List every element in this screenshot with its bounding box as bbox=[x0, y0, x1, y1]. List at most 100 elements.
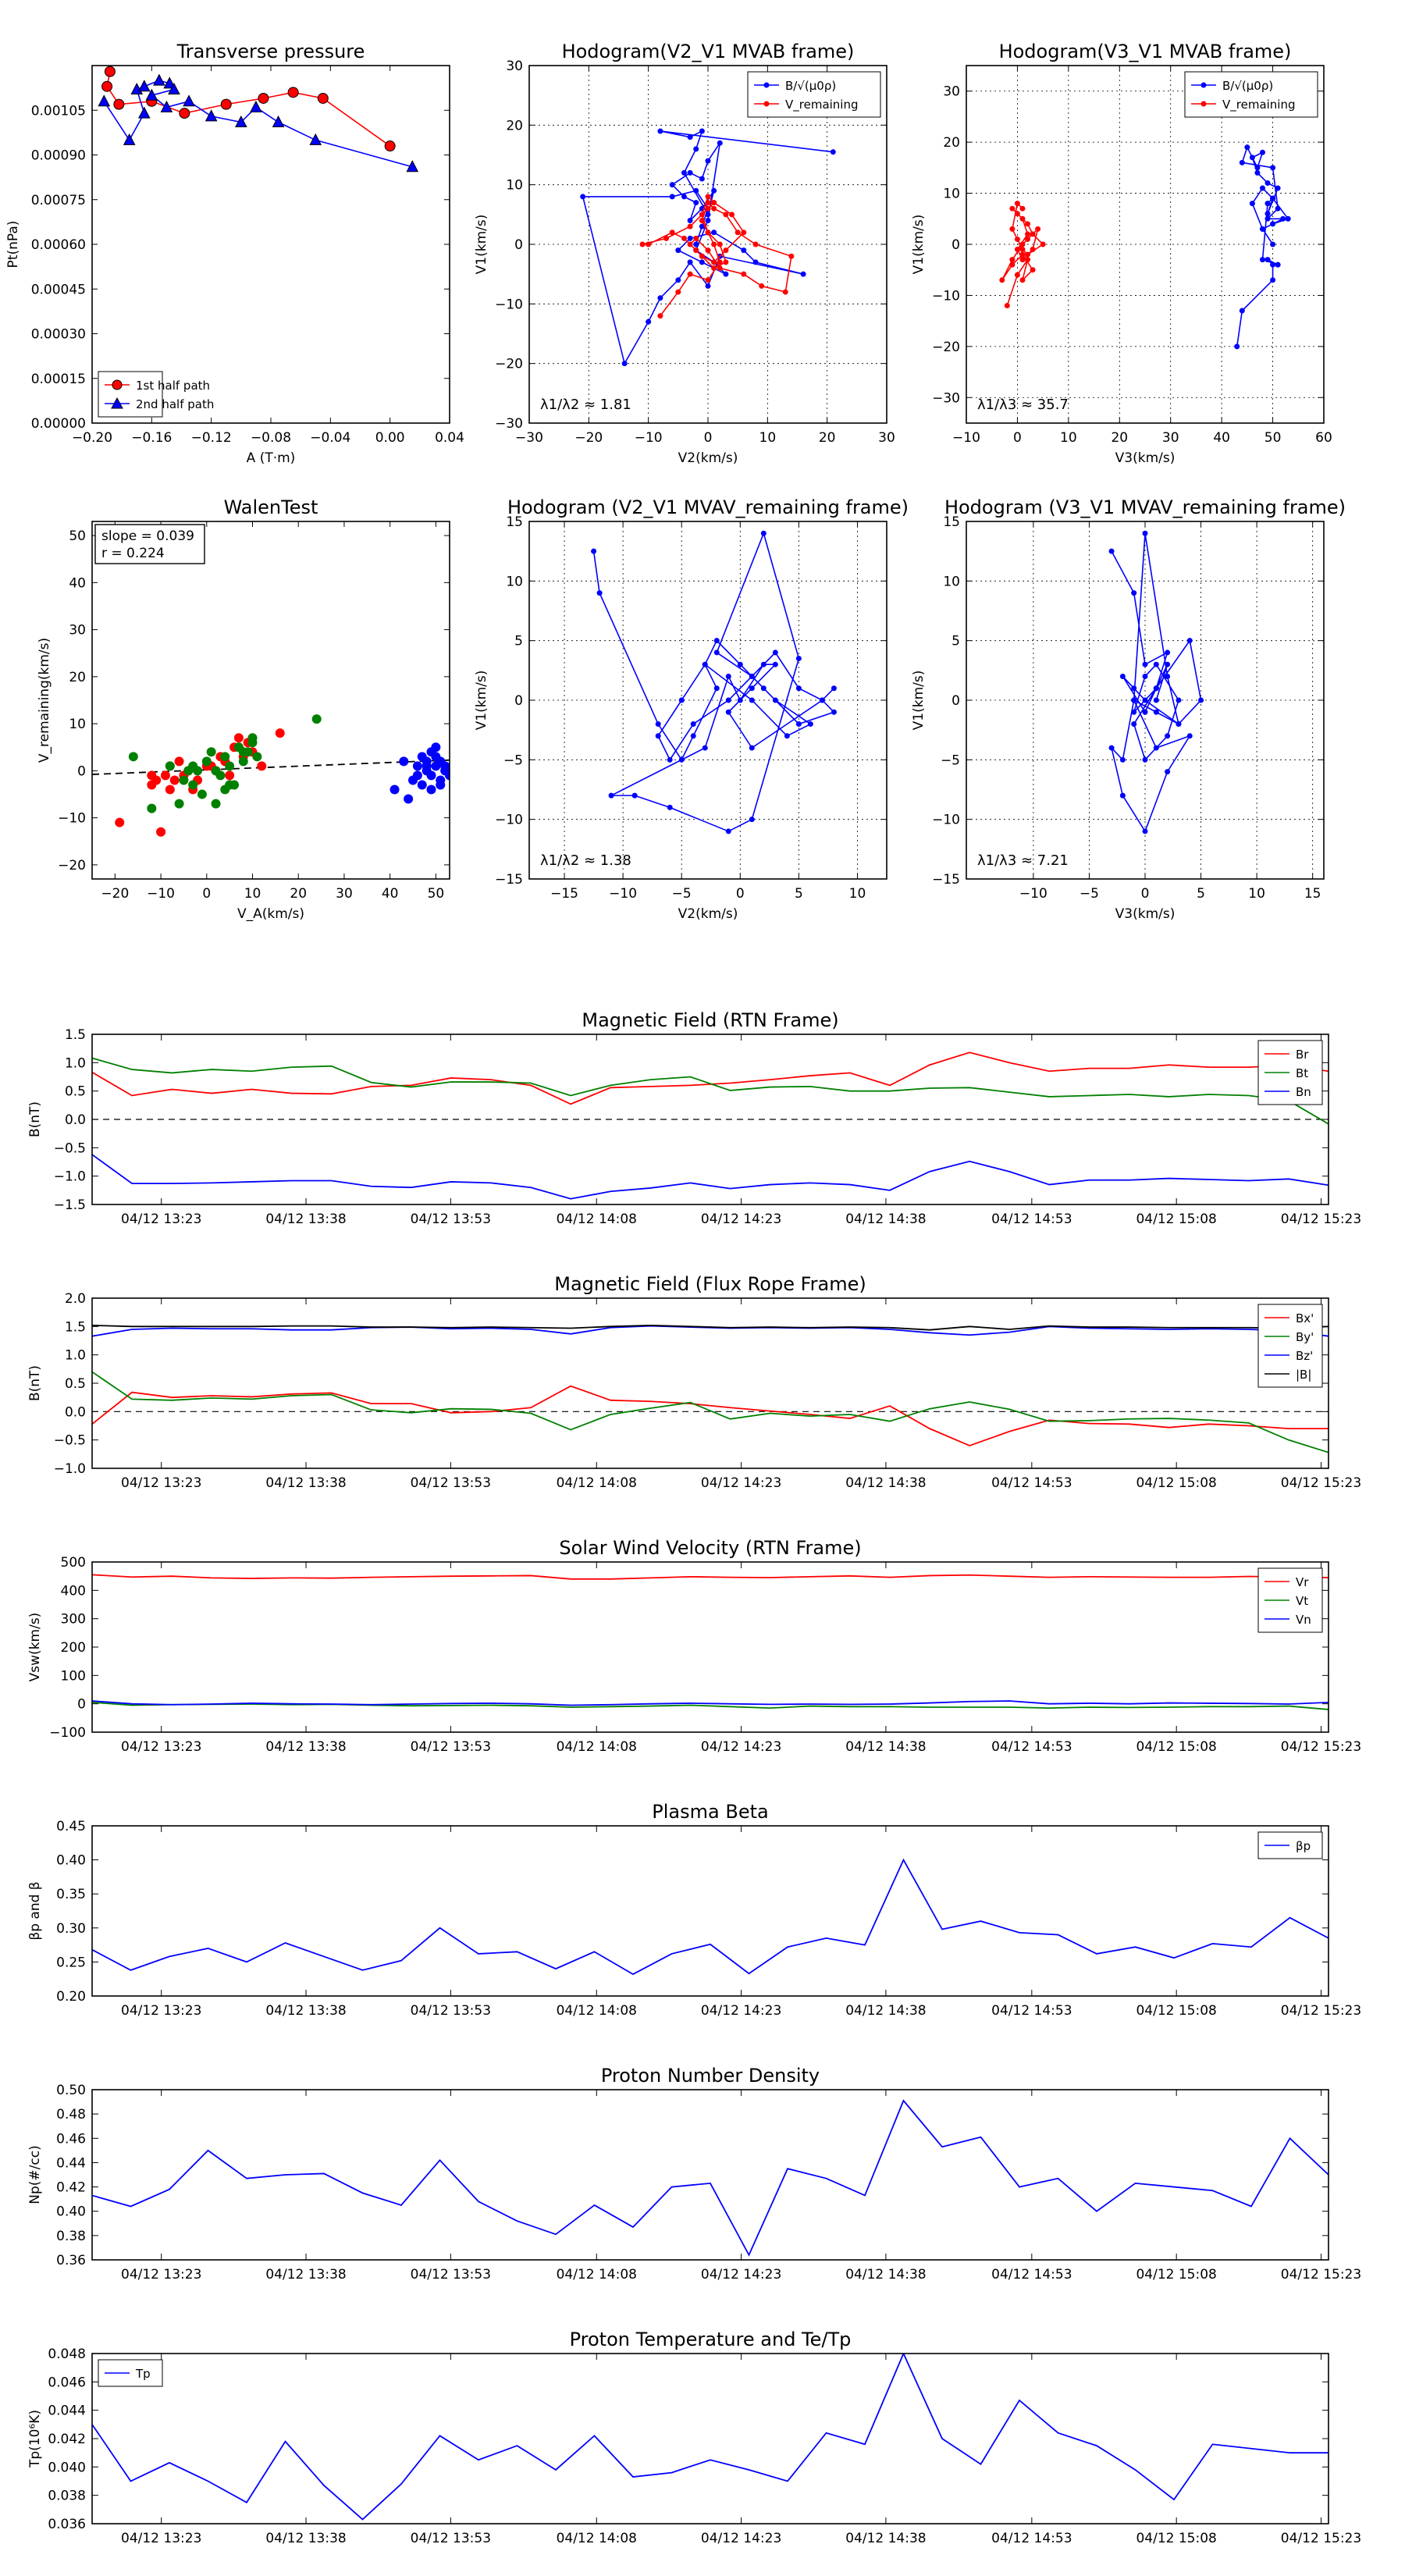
series-line bbox=[1110, 533, 1202, 833]
legend-label: Vr bbox=[1296, 1575, 1309, 1589]
x-tick-label: 04/12 14:08 bbox=[557, 2531, 637, 2546]
series-line-vr bbox=[92, 1574, 1329, 1580]
data-point bbox=[655, 721, 661, 728]
data-point bbox=[1275, 185, 1281, 191]
series-line-tp bbox=[92, 2354, 1329, 2521]
series-line-bn bbox=[92, 1154, 1329, 1200]
data-point bbox=[681, 169, 687, 176]
data-point bbox=[1153, 685, 1159, 692]
data-point bbox=[1009, 257, 1016, 263]
data-point bbox=[225, 761, 235, 771]
legend-marker bbox=[1200, 82, 1207, 88]
legend-box bbox=[98, 371, 163, 418]
data-point bbox=[657, 313, 663, 319]
y-tick-label: 0.40 bbox=[56, 1853, 86, 1869]
data-point bbox=[723, 212, 729, 218]
data-point bbox=[1165, 673, 1171, 679]
data-point bbox=[1019, 205, 1026, 212]
data-point bbox=[1030, 231, 1036, 237]
data-point bbox=[705, 229, 711, 236]
data-point bbox=[287, 87, 299, 98]
y-tick-label: −10 bbox=[932, 288, 960, 304]
legend-label: V_remaining bbox=[1222, 98, 1296, 112]
data-point bbox=[1165, 661, 1171, 667]
y-tick-label: −10 bbox=[495, 297, 523, 312]
y-tick-label: 0.046 bbox=[48, 2375, 86, 2390]
legend-label: |B| bbox=[1296, 1368, 1311, 1382]
y-tick-label: 30 bbox=[943, 84, 960, 100]
data-point bbox=[693, 200, 699, 206]
x-tick-label: 04/12 15:08 bbox=[1136, 1212, 1216, 1227]
y-tick-label: 0 bbox=[951, 693, 960, 709]
series-line-by- bbox=[92, 1371, 1329, 1453]
y-tick-label: 0.45 bbox=[56, 1819, 86, 1834]
data-point bbox=[711, 205, 717, 212]
data-point bbox=[384, 141, 396, 152]
data-point bbox=[687, 223, 693, 229]
series-0 bbox=[1108, 530, 1204, 834]
plot-area bbox=[92, 1574, 1329, 1710]
y-tick-label: −1.0 bbox=[54, 1461, 86, 1477]
y-tick-label: 0.48 bbox=[56, 2107, 86, 2122]
r-text: r = 0.224 bbox=[101, 546, 165, 561]
data-point bbox=[723, 259, 729, 265]
data-point bbox=[412, 761, 422, 771]
x-tick-label: 04/12 14:53 bbox=[991, 2531, 1072, 2546]
y-axis-label: Pt(nPa) bbox=[5, 221, 21, 269]
chart-title: Hodogram(V3_V1 MVAB frame) bbox=[999, 41, 1292, 62]
data-point bbox=[147, 770, 157, 781]
data-point bbox=[788, 253, 795, 259]
data-point bbox=[735, 229, 741, 236]
x-tick-label: 04/12 14:53 bbox=[991, 1739, 1072, 1755]
panel-tp: 04/12 13:23 04/12 13:38 04/12 13:53 04/12 1… bbox=[27, 2329, 1361, 2546]
data-point bbox=[681, 235, 687, 241]
data-point bbox=[1014, 211, 1020, 217]
x-tick-label: 04/12 14:38 bbox=[845, 1475, 926, 1491]
legend-label: V_remaining bbox=[785, 98, 859, 112]
data-point bbox=[687, 271, 693, 277]
data-point bbox=[657, 128, 663, 134]
data-point bbox=[639, 241, 646, 247]
x-tick-label: 04/12 13:23 bbox=[121, 1212, 201, 1227]
plot-area bbox=[591, 530, 837, 834]
y-tick-label: 0 bbox=[77, 1697, 86, 1713]
data-point bbox=[1275, 205, 1281, 212]
x-tick-label: 04/12 14:53 bbox=[991, 1475, 1072, 1491]
series-line bbox=[1236, 145, 1289, 347]
data-point bbox=[687, 241, 693, 247]
x-axis-label: V_A(km/s) bbox=[237, 906, 304, 922]
data-point bbox=[1270, 262, 1276, 268]
panel-mag_rtn: 04/12 13:23 04/12 13:38 04/12 13:53 04/12 1… bbox=[27, 1009, 1361, 1227]
x-tick-label: 0 bbox=[1141, 886, 1150, 902]
y-tick-label: −20 bbox=[495, 357, 523, 372]
data-point bbox=[1119, 673, 1126, 679]
x-tick-label: 0 bbox=[704, 430, 713, 446]
legend: Vr Vt Vn bbox=[1257, 1567, 1323, 1633]
data-point bbox=[1186, 638, 1193, 644]
x-tick-label: 30 bbox=[1162, 430, 1179, 446]
x-tick-label: 04/12 13:53 bbox=[411, 2531, 491, 2546]
data-point bbox=[220, 752, 230, 762]
data-point bbox=[1264, 257, 1271, 263]
fit-stats: slope = 0.039 r = 0.224 bbox=[94, 524, 205, 564]
series-line bbox=[106, 71, 391, 147]
y-tick-label: 10 bbox=[69, 717, 86, 732]
x-tick-label: 10 bbox=[849, 886, 866, 902]
data-point bbox=[113, 98, 125, 110]
data-point bbox=[782, 289, 788, 295]
data-point bbox=[831, 709, 837, 715]
x-tick-label: −10 bbox=[635, 430, 663, 446]
data-point bbox=[795, 656, 802, 662]
data-point bbox=[179, 108, 190, 119]
x-tick-label: 04/12 14:08 bbox=[557, 2003, 637, 2019]
data-point bbox=[713, 649, 720, 656]
legend: βp bbox=[1257, 1831, 1323, 1859]
panel-mag_fr: 04/12 13:23 04/12 13:38 04/12 13:53 04/12 1… bbox=[27, 1273, 1361, 1491]
data-point bbox=[749, 697, 755, 703]
data-point bbox=[807, 721, 813, 728]
series-0 bbox=[115, 728, 285, 837]
x-tick-label: 04/12 14:23 bbox=[701, 2531, 781, 2546]
x-tick-label: 04/12 14:23 bbox=[701, 1475, 781, 1491]
series-line bbox=[642, 195, 792, 317]
